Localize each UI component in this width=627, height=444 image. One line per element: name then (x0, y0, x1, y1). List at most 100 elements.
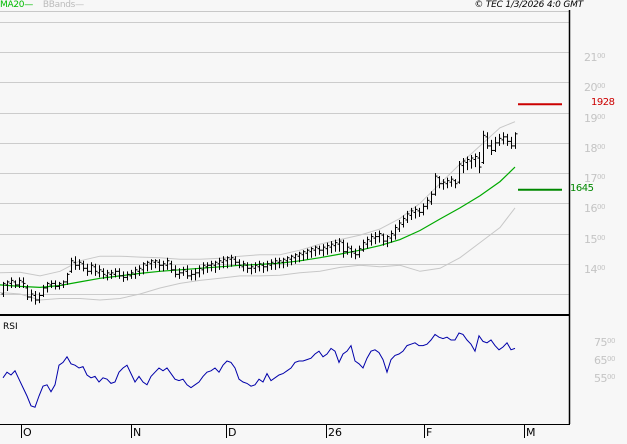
ohlc-bar (397, 219, 402, 233)
ohlc-bar (25, 284, 30, 301)
ohlc-bar (417, 207, 422, 217)
ohlc-bar (221, 256, 226, 269)
ohlc-bar (317, 245, 322, 255)
ohlc-bar (245, 262, 250, 273)
ohlc-bar (369, 233, 374, 246)
rsi-line (2, 332, 516, 408)
ohlc-bar (17, 277, 22, 288)
price-tick-label: 1800 (584, 141, 605, 155)
ohlc-bar (101, 268, 106, 279)
ohlc-bar (181, 266, 186, 276)
ma20-line (0, 166, 516, 289)
rsi-panel-title: RSI (3, 322, 18, 332)
ohlc-bar (113, 268, 118, 278)
price-gridlines (0, 22, 569, 295)
ohlc-bar (289, 254, 294, 266)
ohlc-bar (493, 136, 498, 152)
ohlc-bar (225, 256, 230, 269)
ohlc-bar (477, 151, 482, 174)
ohlc-bar (429, 191, 434, 205)
price-tick-label: 1500 (584, 232, 605, 246)
bollinger-bands (0, 121, 516, 301)
ohlc-bar (337, 238, 342, 252)
ohlc-bar (229, 254, 234, 267)
price-tick-label: 1700 (584, 172, 605, 186)
support-level-label: 1645 (570, 183, 594, 194)
ohlc-bar (445, 177, 450, 189)
ohlc-bar (257, 260, 262, 272)
price-tick-label: 1900 (584, 111, 605, 125)
ohlc-bar (457, 161, 462, 184)
ohlc-bar (145, 260, 150, 272)
ohlc-bar (1, 281, 6, 298)
x-tick-label: O (23, 426, 32, 439)
ohlc-bar (5, 280, 10, 291)
ohlc-bar (161, 260, 166, 272)
ohlc-bar (393, 224, 398, 240)
ohlc-bar (141, 262, 146, 275)
ohlc-bar (9, 277, 14, 288)
ohlc-bar (293, 253, 298, 264)
ohlc-bar (385, 235, 390, 248)
x-tick-label: D (228, 426, 237, 439)
ohlc-bar (73, 256, 78, 270)
legend-ma20[interactable]: MA20— (0, 0, 33, 10)
ohlc-bar (441, 179, 446, 190)
ohlc-bar (473, 153, 478, 168)
ohlc-bar (97, 265, 102, 278)
bb-upper-line (0, 121, 516, 277)
ohlc-bar (277, 257, 282, 269)
legend-bbands-swatch: — (75, 0, 84, 10)
ohlc-bar (333, 239, 338, 252)
ohlc-bar (125, 271, 130, 281)
chart-legend: MA20— BBands— (0, 0, 84, 11)
ohlc-bar (81, 260, 86, 272)
x-tick-label: N (133, 426, 142, 439)
price-tick-label: 2100 (584, 51, 605, 65)
ohlc-bar (453, 179, 458, 189)
bb-lower-line (0, 207, 516, 301)
rsi-tick-label: 5500 (594, 372, 615, 385)
ohlc-bar (405, 210, 410, 223)
ohlc-bar (433, 173, 438, 196)
ohlc-bar (29, 289, 34, 302)
ohlc-bar (137, 265, 142, 276)
ohlc-bar (325, 242, 330, 255)
ohlc-bar (233, 256, 238, 266)
price-tick-label: 2000 (584, 81, 605, 95)
ohlc-bar (301, 250, 306, 261)
ohlc-bar (269, 259, 274, 270)
ohlc-bar (505, 133, 510, 146)
ohlc-bar (165, 257, 170, 270)
ohlc-bar (413, 206, 418, 219)
ohlc-bar (481, 130, 486, 165)
ohlc-bar (377, 230, 382, 243)
ohlc-bar (149, 259, 154, 270)
ohlc-bar (509, 136, 514, 149)
ohlc-bar (249, 263, 254, 275)
ohlc-bar (381, 233, 386, 246)
ohlc-bar (285, 256, 290, 267)
ohlc-bar (53, 280, 58, 290)
ohlc-bar (437, 176, 442, 189)
ohlc-bar (57, 281, 62, 290)
copyright-timestamp: © TEC 1/3/2026 4:0 GMT (474, 0, 583, 10)
legend-bbands[interactable]: BBands— (43, 0, 84, 10)
ohlc-bar (341, 239, 346, 258)
ohlc-bar (313, 245, 318, 257)
ohlc-bar (133, 266, 138, 279)
x-tick-label: 26 (328, 426, 342, 439)
ohlc-bar (173, 265, 178, 278)
ohlc-bar (13, 280, 18, 288)
ohlc-bar (169, 260, 174, 273)
ohlc-bar (157, 259, 162, 272)
price-tick-label: 1600 (584, 202, 605, 216)
ohlc-bar (121, 271, 126, 282)
ma20-polyline (0, 166, 516, 289)
ohlc-bar (401, 215, 406, 228)
ohlc-bar (329, 241, 334, 254)
ohlc-bar (185, 265, 190, 279)
ohlc-bar (489, 139, 494, 155)
ohlc-bar (513, 132, 518, 149)
ohlc-bar (321, 244, 326, 257)
